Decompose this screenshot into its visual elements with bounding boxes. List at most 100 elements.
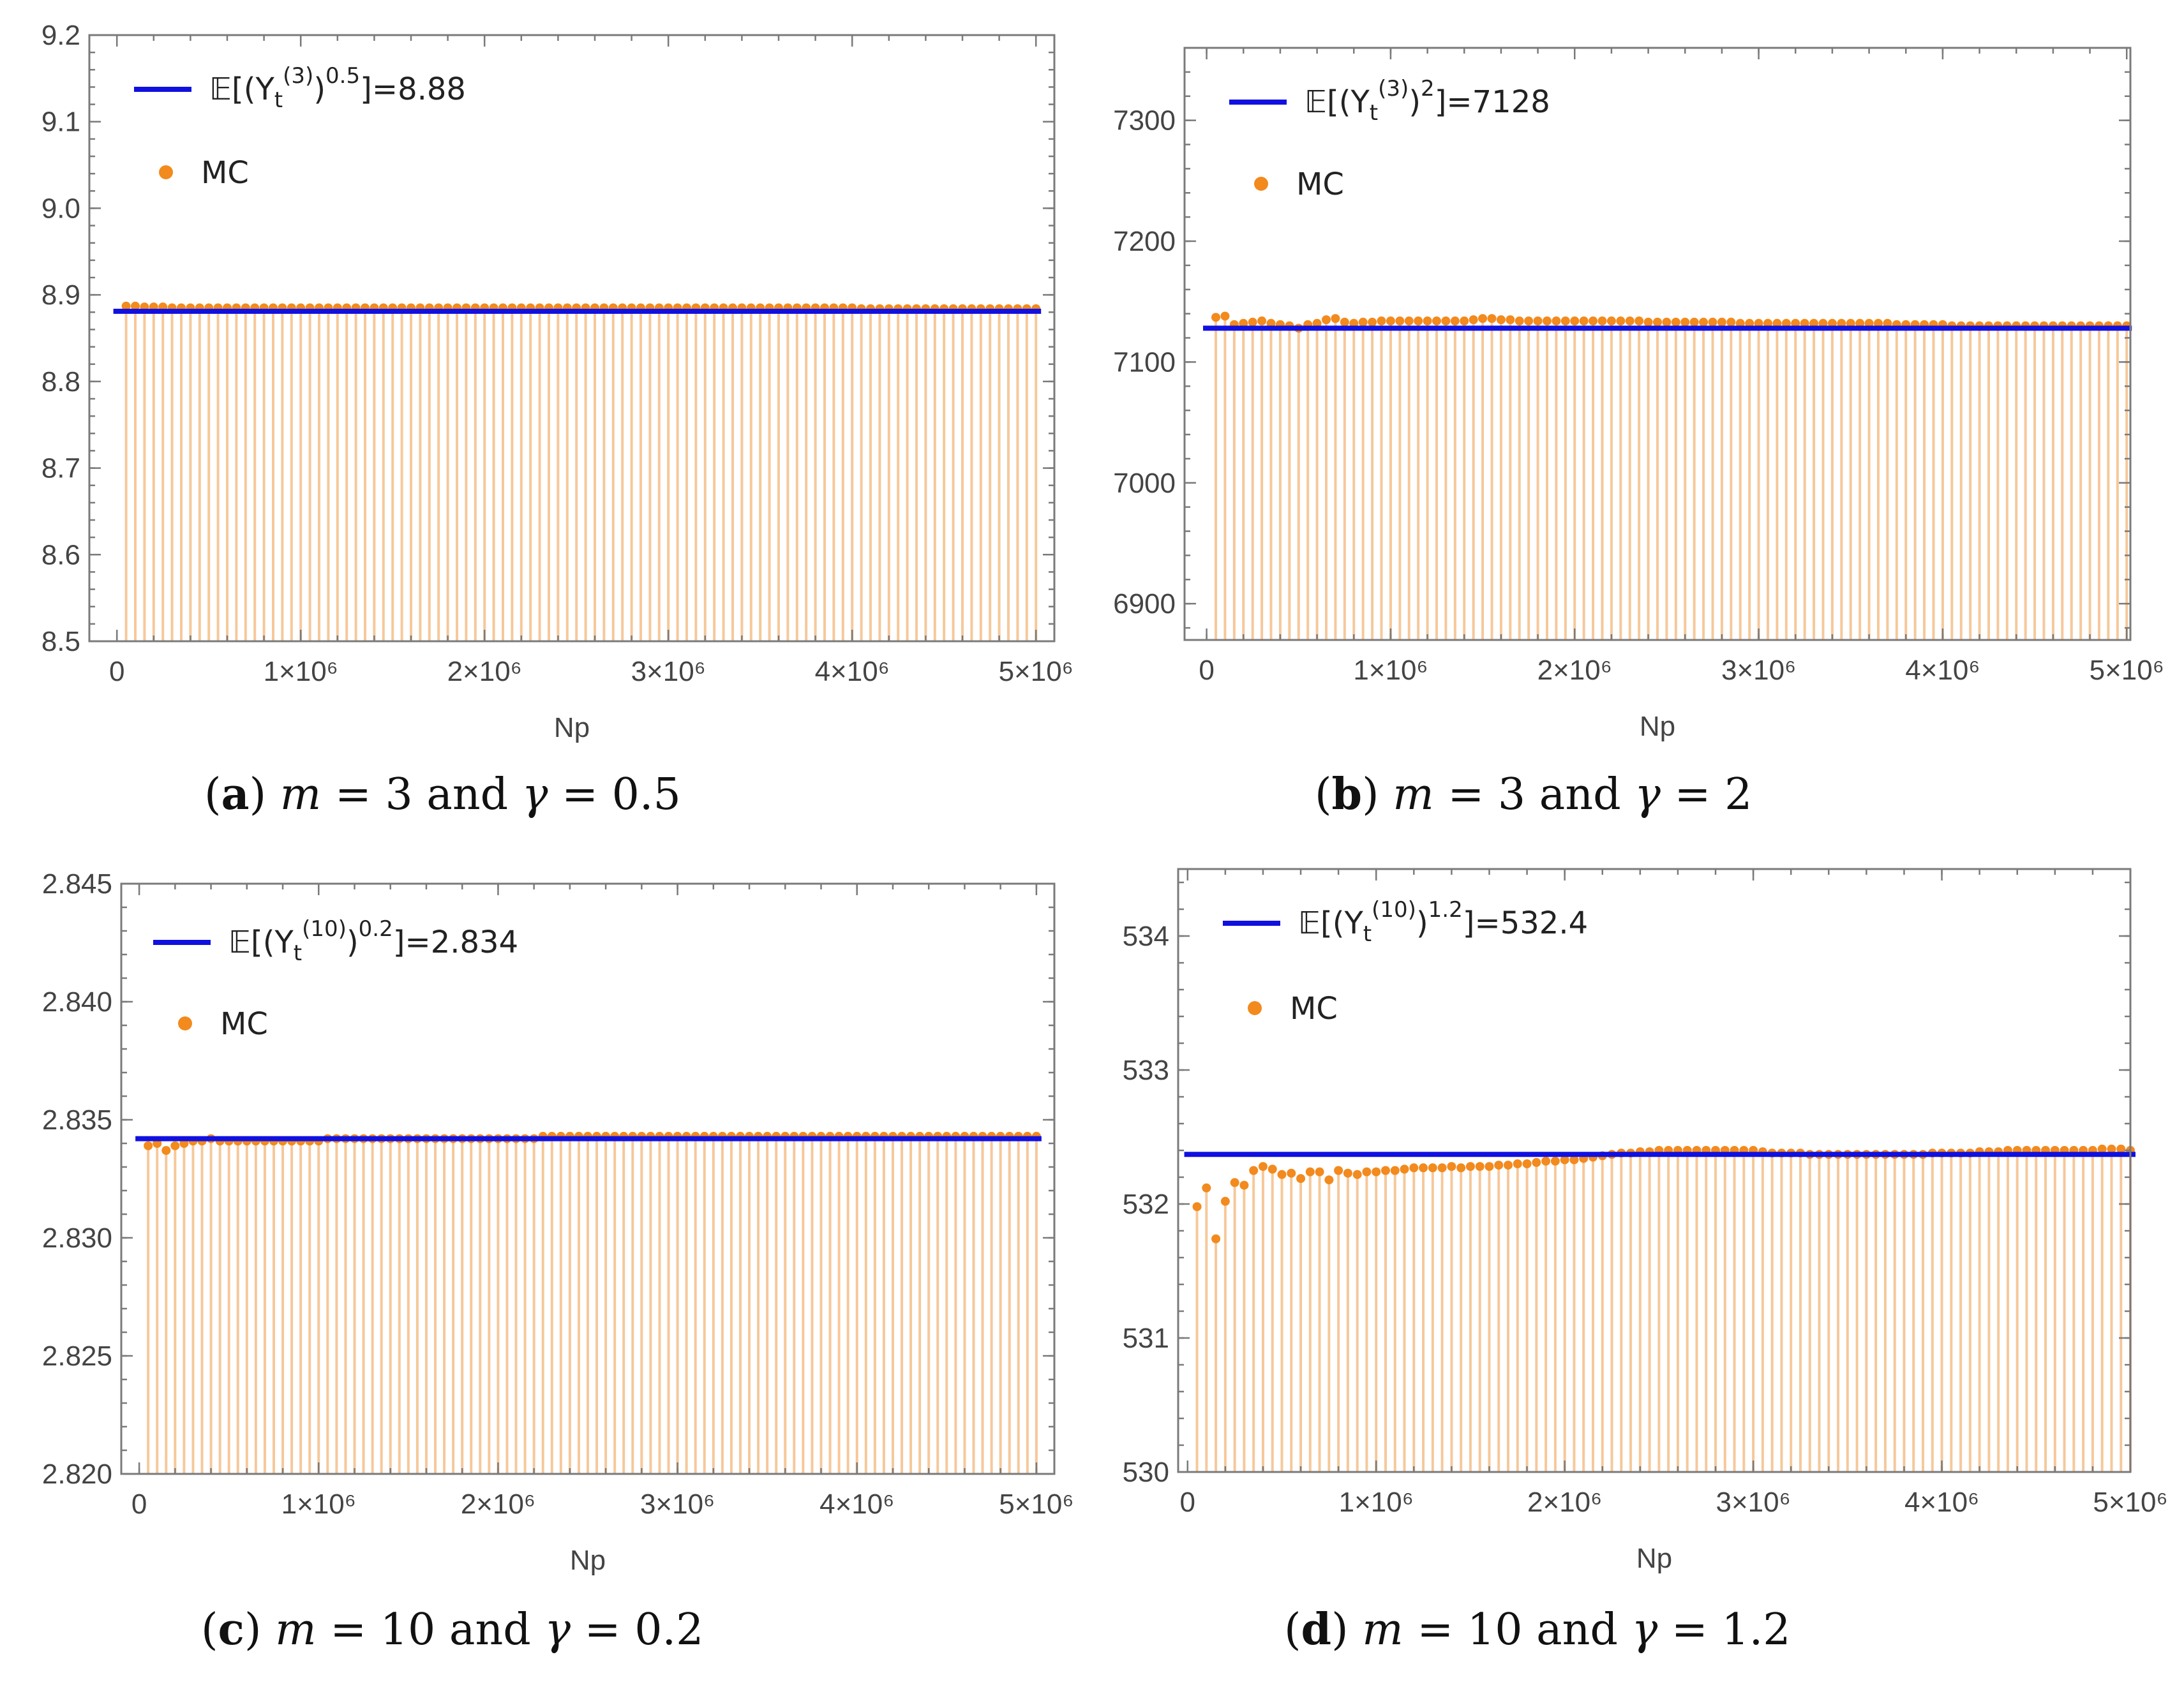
y-tick-label: 7100 <box>1113 346 1176 378</box>
mc-point <box>1634 316 1644 326</box>
x-tick-label: 3×10⁶ <box>640 1489 715 1520</box>
mc-point <box>170 1141 180 1150</box>
mc-point <box>1745 318 1754 328</box>
y-tick-label: 531 <box>1123 1323 1169 1354</box>
legend-points-label: MC <box>201 155 249 191</box>
caption-c: (c) m = 10 and γ = 0.2 <box>201 1604 703 1655</box>
mc-point <box>1428 1163 1437 1173</box>
mc-points-d <box>1192 1144 2135 1244</box>
mc-point <box>1395 316 1405 326</box>
mc-point <box>1662 317 1672 327</box>
x-tick-label: 4×10⁶ <box>819 1489 894 1520</box>
legend-line-label: 𝔼[(Yt(3))2]=7128 <box>1305 76 1550 126</box>
y-tick-label: 6900 <box>1113 588 1176 620</box>
mc-point <box>1447 1162 1456 1171</box>
y-tick-label: 2.835 <box>42 1104 112 1136</box>
mc-point <box>1414 316 1423 326</box>
mc-point <box>1475 1162 1485 1171</box>
plot-frame-a <box>88 34 1056 643</box>
mc-point <box>1277 1170 1287 1179</box>
mc-stems-d <box>1195 1148 2132 1472</box>
y-tick-label: 9.2 <box>41 20 80 51</box>
mc-point <box>121 301 131 311</box>
legend-point-swatch <box>1254 177 1268 191</box>
y-tick-label: 2.825 <box>42 1341 112 1372</box>
mc-point <box>1409 1163 1419 1173</box>
mc-point <box>1597 316 1607 326</box>
x-tick-label: 0 <box>131 1489 147 1520</box>
x-tick-label: 0 <box>1180 1487 1195 1518</box>
mc-point <box>2097 1144 2107 1154</box>
mc-point <box>1827 318 1837 328</box>
mc-point <box>1522 1159 1532 1168</box>
y-axis-a: 8.5 8.6 8.7 8.8 8.9 9.0 9.1 9.2 <box>41 20 1054 657</box>
x-tick-label: 4×10⁶ <box>815 656 890 687</box>
legend-line-label: 𝔼[(Yt(10))1.2]=532.4 <box>1298 897 1588 947</box>
mc-point <box>1239 318 1248 328</box>
x-tick-label: 0 <box>1199 655 1214 686</box>
mc-point <box>1855 318 1865 328</box>
y-tick-label: 8.8 <box>41 366 80 398</box>
x-tick-label: 3×10⁶ <box>1721 655 1796 686</box>
y-tick-label: 8.5 <box>41 626 80 657</box>
mc-point <box>1504 1161 1513 1170</box>
mc-point <box>1837 318 1846 328</box>
mc-stems-b <box>1215 316 2128 640</box>
mc-point <box>1569 1155 1579 1164</box>
y-tick-label: 2.845 <box>42 868 112 900</box>
chart-panel-b: 6900 7000 7100 7200 7300 0 1×10⁶ 2×10⁶ 3×10⁶ 4×10… <box>1113 47 2164 820</box>
y-tick-label: 7200 <box>1113 226 1176 257</box>
mc-point <box>1230 1178 1239 1187</box>
y-tick-label: 2.830 <box>42 1223 112 1254</box>
x-tick-label: 1×10⁶ <box>1353 655 1428 686</box>
legend-point-swatch <box>178 1016 192 1030</box>
mc-point <box>1423 316 1432 326</box>
mc-point <box>1496 315 1506 325</box>
legend-line-label: 𝔼[(Yt(10))0.2]=2.834 <box>228 916 518 966</box>
mc-point <box>1343 1168 1352 1178</box>
mc-point <box>1589 316 1598 326</box>
mc-point <box>1419 1163 1428 1173</box>
x-tick-label: 1×10⁶ <box>1339 1487 1414 1518</box>
y-tick-label: 2.840 <box>42 986 112 1018</box>
mc-point <box>1450 316 1460 326</box>
x-tick-label: 0 <box>109 656 124 687</box>
x-axis-d: 0 1×10⁶ 2×10⁶ 3×10⁶ 4×10⁶ 5×10⁶ <box>1180 869 2168 1518</box>
mc-point <box>1560 316 1570 326</box>
mc-point <box>1469 315 1478 325</box>
mc-point <box>1220 1196 1230 1206</box>
x-tick-label: 2×10⁶ <box>461 1489 535 1520</box>
mc-point <box>1726 317 1736 327</box>
x-axis-a: 0 1×10⁶ 2×10⁶ 3×10⁶ 4×10⁶ 5×10⁶ <box>109 35 1073 687</box>
x-axis-label: Np <box>554 712 590 743</box>
mc-point <box>1266 318 1276 328</box>
x-tick-label: 3×10⁶ <box>1716 1487 1790 1518</box>
x-tick-label: 1×10⁶ <box>264 656 338 687</box>
legend-points-label: MC <box>1296 167 1344 202</box>
mc-point <box>1781 318 1791 328</box>
mc-point <box>1506 315 1515 325</box>
mc-point <box>1606 316 1616 326</box>
mc-point <box>1372 1167 1381 1177</box>
plot-frame-c <box>120 882 1056 1475</box>
x-axis-label: Np <box>1640 711 1675 742</box>
y-tick-label: 7300 <box>1113 105 1176 137</box>
mc-point <box>1570 316 1580 326</box>
mc-point <box>1377 316 1386 326</box>
chart-panel-c: 2.820 2.825 2.830 2.835 2.840 2.845 0 1×10⁶ 2×10… <box>42 868 1074 1655</box>
legend-b: 𝔼[(Yt(3))2]=7128 MC <box>1229 76 1550 202</box>
legend-c: 𝔼[(Yt(10))0.2]=2.834 MC <box>153 916 518 1042</box>
mc-point <box>1708 317 1717 327</box>
mc-point <box>1249 1166 1259 1175</box>
mc-point <box>1818 318 1828 328</box>
mc-point <box>1873 318 1883 328</box>
mc-point <box>1671 317 1680 327</box>
x-tick-label: 5×10⁶ <box>999 1489 1073 1520</box>
mc-point <box>1864 318 1874 328</box>
y-tick-label: 9.1 <box>41 107 80 138</box>
mc-point <box>1322 315 1331 325</box>
caption-d: (d) m = 10 and γ = 1.2 <box>1284 1604 1791 1655</box>
mc-point <box>1550 1156 1560 1166</box>
x-tick-label: 2×10⁶ <box>1527 1487 1602 1518</box>
